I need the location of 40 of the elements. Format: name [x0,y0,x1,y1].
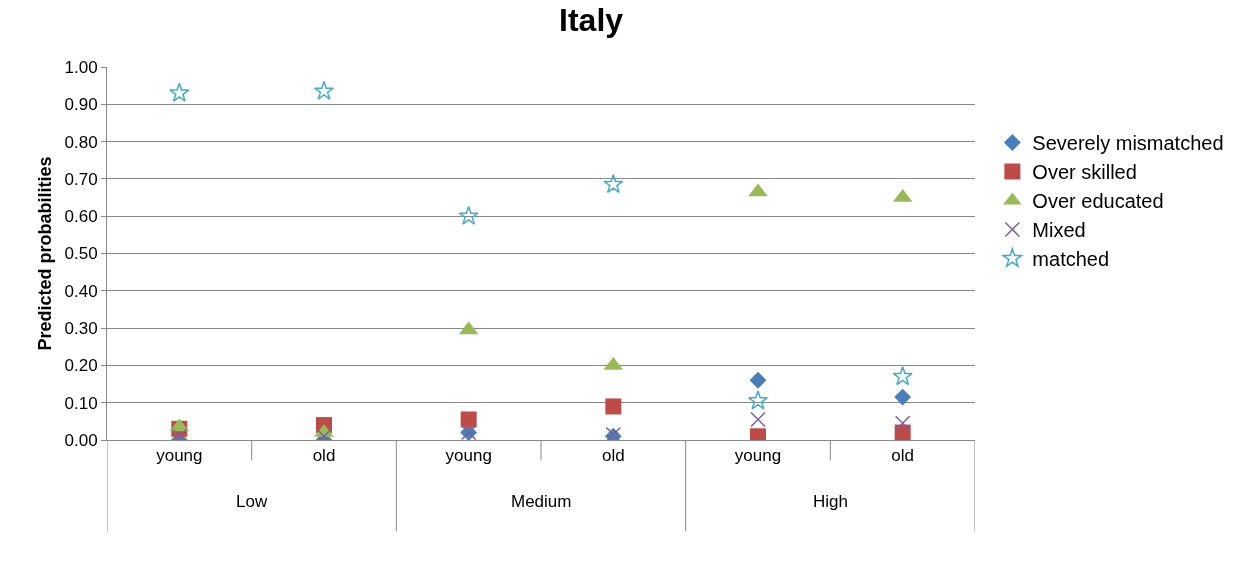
point [748,183,768,197]
text: Low [236,492,268,511]
point [605,398,622,415]
text: Medium [511,492,572,511]
y-tick-label: 0.00 [64,430,98,450]
x-tick-label: young [156,446,203,466]
y-tick-label: 0.60 [64,207,98,227]
point [892,366,913,386]
y-tick-label: 0.10 [64,393,98,413]
point [313,80,335,100]
y-tick-label: 0.50 [64,244,98,264]
point [894,415,911,431]
y-tick-label: 0.30 [64,319,98,339]
point [460,411,477,428]
point [458,205,479,225]
y-axis-title: Predicted probabilities [34,156,55,351]
legend-label: Over skilled [1032,161,1137,184]
legend-label: matched [1032,248,1110,271]
y-tick-label: 0.40 [64,281,98,301]
legend-label: Over educated [1032,190,1164,213]
y-tick-label: 1.00 [64,57,98,77]
y-tick-label: 0.70 [64,169,98,189]
point [603,173,624,194]
x-tick-label: young [445,446,492,466]
y-tick-label: 0.80 [64,132,98,152]
point [747,390,769,410]
y-tick-label: 0.90 [64,95,98,115]
point [169,82,190,102]
legend-label: Severely mismatched [1032,132,1224,155]
chart-title: Italy [559,1,624,38]
x-tick-label: old [601,446,625,466]
legend-label: Mixed [1032,219,1086,242]
x-tick-label: old [891,446,915,466]
x-tick-label: old [312,446,336,466]
text: High [813,492,848,511]
y-tick-label: 0.20 [64,356,98,376]
point [894,388,912,406]
x-tick-label: young [734,446,782,466]
point [750,411,766,428]
point [749,371,767,389]
